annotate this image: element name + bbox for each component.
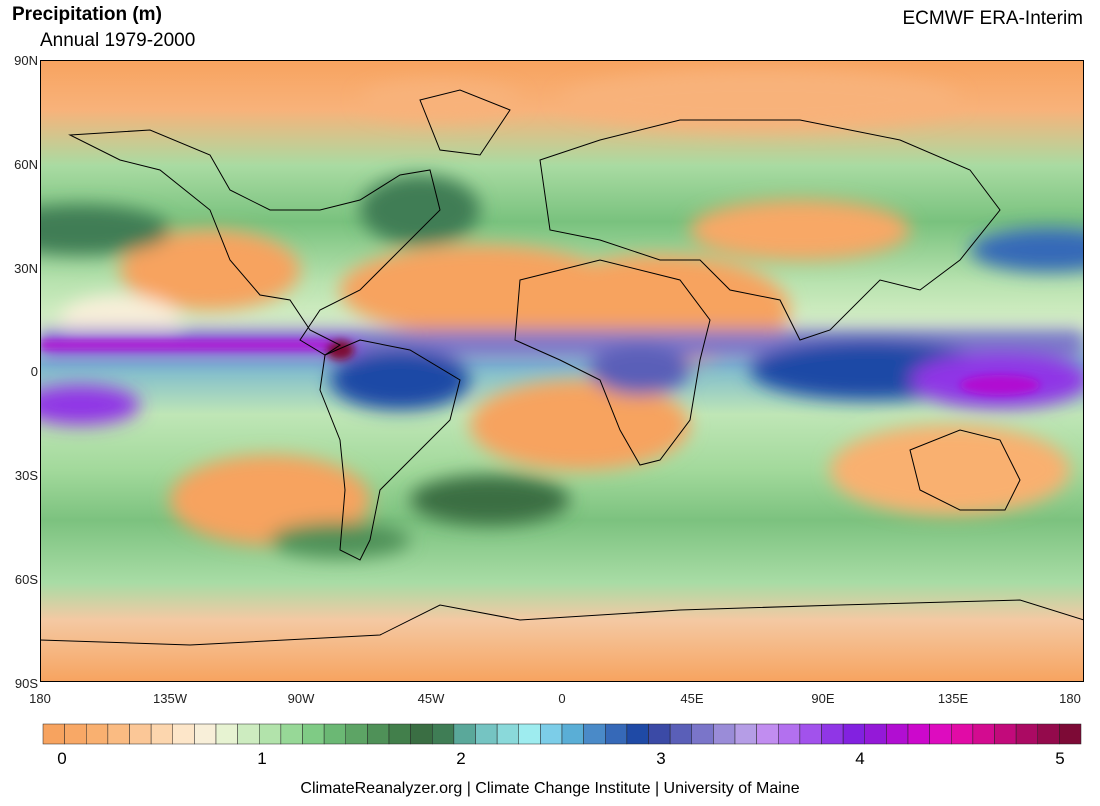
colorbar-swatch [410,723,433,745]
lat-label-30n: 30N [14,261,38,276]
colorbar-swatch [734,723,757,745]
antarctica-coast [40,599,1084,646]
colorbar-swatch [778,723,801,745]
colorbar-swatch [561,723,584,745]
colorbar-swatch [626,723,649,745]
australia-coast [909,429,1021,511]
lat-label-60s: 60S [14,572,38,587]
lon-label-45e: 45E [680,691,704,706]
colorbar-swatch [540,723,563,745]
lon-label-180w: 180 [29,691,51,706]
lat-label-eq: 0 [30,364,38,379]
colorbar-swatch [1015,723,1038,745]
lat-label-90n: 90N [14,53,38,68]
colorbar-swatch [583,723,606,745]
eurasia-coast [539,119,1001,341]
precipitation-map [40,60,1084,682]
colorbar-swatch [994,723,1017,745]
colorbar-tick-5: 5 [1055,749,1065,768]
colorbar-swatch [1059,723,1082,745]
colorbar-swatch [345,723,368,745]
colorbar-swatch [259,723,282,745]
colorbar-swatch [1037,723,1060,745]
africa-coast [514,259,711,466]
colorbar-swatch [86,723,109,745]
colorbar-swatch [821,723,844,745]
lon-label-135w: 135W [153,691,187,706]
colorbar-swatch [475,723,498,745]
colorbar-swatch [64,723,87,745]
north-america-coast [68,129,441,356]
colorbar-swatch [951,723,974,745]
colorbar-swatch [648,723,671,745]
colorbar-swatch [194,723,217,745]
footer-credit: ClimateReanalyzer.org | Climate Change I… [300,780,800,797]
colorbar-swatch [129,723,152,745]
colorbar-swatch [432,723,455,745]
greenland-coast [419,89,511,156]
lon-label-135e: 135E [937,691,969,706]
colorbar-swatch [453,723,476,745]
colorbar-swatch [799,723,822,745]
colorbar-swatch [42,723,65,745]
colorbar-swatch [691,723,714,745]
colorbar-swatch [367,723,390,745]
lon-label-180e: 180 [1059,691,1081,706]
colorbar-tick-2: 2 [456,749,466,768]
colorbar-swatch [150,723,173,745]
lat-label-30s: 30S [14,468,38,483]
colorbar-tick-0: 0 [57,749,67,768]
colorbar-swatch [669,723,692,745]
colorbar-swatch [842,723,865,745]
colorbar-tick-3: 3 [656,749,666,768]
colorbar-swatch [302,723,325,745]
lon-label-90e: 90E [811,691,835,706]
colorbar [42,723,1082,745]
lon-label-0: 0 [558,691,566,706]
colorbar-swatch [107,723,130,745]
map-title: Precipitation (m) [12,4,162,25]
colorbar-swatch [756,723,779,745]
colorbar-swatch [864,723,887,745]
colorbar-swatch [907,723,930,745]
south-america-coast [319,339,461,561]
colorbar-swatch [518,723,541,745]
lon-label-90w: 90W [287,691,315,706]
colorbar-swatch [280,723,303,745]
map-frame [40,60,1084,682]
colorbar-swatch [605,723,628,745]
colorbar-swatch [886,723,909,745]
data-source-label: ECMWF ERA-Interim [902,8,1084,29]
colorbar-swatch [972,723,995,745]
colorbar-tick-1: 1 [257,749,267,768]
colorbar-swatch [323,723,346,745]
coastlines [40,89,1084,646]
lat-label-60n: 60N [14,157,38,172]
colorbar-swatch [215,723,238,745]
colorbar-swatch [496,723,519,745]
colorbar-swatch [237,723,260,745]
colorbar-tick-4: 4 [855,749,865,768]
lon-label-45w: 45W [417,691,445,706]
colorbar-swatch [388,723,411,745]
lat-label-90s: 90S [14,676,38,691]
colorbar-swatch [172,723,195,745]
colorbar-swatch [929,723,952,745]
colorbar-swatch [713,723,736,745]
map-subtitle: Annual 1979-2000 [40,30,196,51]
